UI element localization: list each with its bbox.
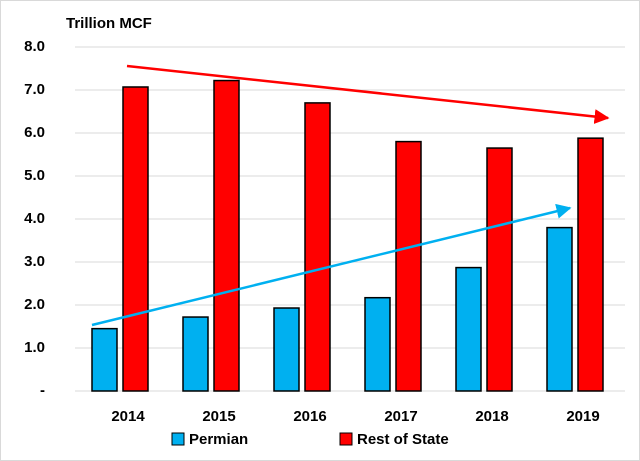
y-tick-label: 3.0 <box>24 253 45 270</box>
y-tick-label: 5.0 <box>24 167 45 184</box>
bar <box>546 226 573 392</box>
bar <box>577 137 604 392</box>
bar <box>122 86 149 392</box>
bar <box>486 147 513 392</box>
x-tick-label: 2015 <box>202 408 235 425</box>
x-tick-label: 2018 <box>475 408 508 425</box>
y-tick-label: 1.0 <box>24 339 45 356</box>
y-tick-label: 2.0 <box>24 296 45 313</box>
x-tick-label: 2019 <box>566 408 599 425</box>
legend-swatch <box>171 432 185 446</box>
bar <box>364 296 391 392</box>
bar <box>304 102 331 392</box>
bar <box>455 266 482 392</box>
legend-label: Permian <box>189 431 248 448</box>
y-axis-label: Trillion MCF <box>66 15 152 32</box>
x-tick-label: 2014 <box>111 408 145 425</box>
trend-arrow <box>91 203 572 327</box>
trend-arrow <box>126 64 610 125</box>
y-tick-label: 7.0 <box>24 81 45 98</box>
bar <box>91 327 118 392</box>
x-tick-label: 2016 <box>293 408 326 425</box>
y-tick-label: 8.0 <box>24 38 45 55</box>
bar <box>182 316 209 392</box>
legend-swatch <box>339 432 353 446</box>
bar <box>395 140 422 392</box>
x-tick-label: 2017 <box>384 408 417 425</box>
legend-label: Rest of State <box>357 431 449 448</box>
bar <box>273 307 300 392</box>
plot-area: - 1.0 2.0 3.0 4.0 5.0 6.0 7.0 8.0 2014 2015 2016 201… <box>24 38 625 448</box>
y-tick-label: 6.0 <box>24 124 45 141</box>
bar <box>213 79 240 392</box>
y-tick-label: 4.0 <box>24 210 45 227</box>
y-tick-label: - <box>40 382 45 399</box>
